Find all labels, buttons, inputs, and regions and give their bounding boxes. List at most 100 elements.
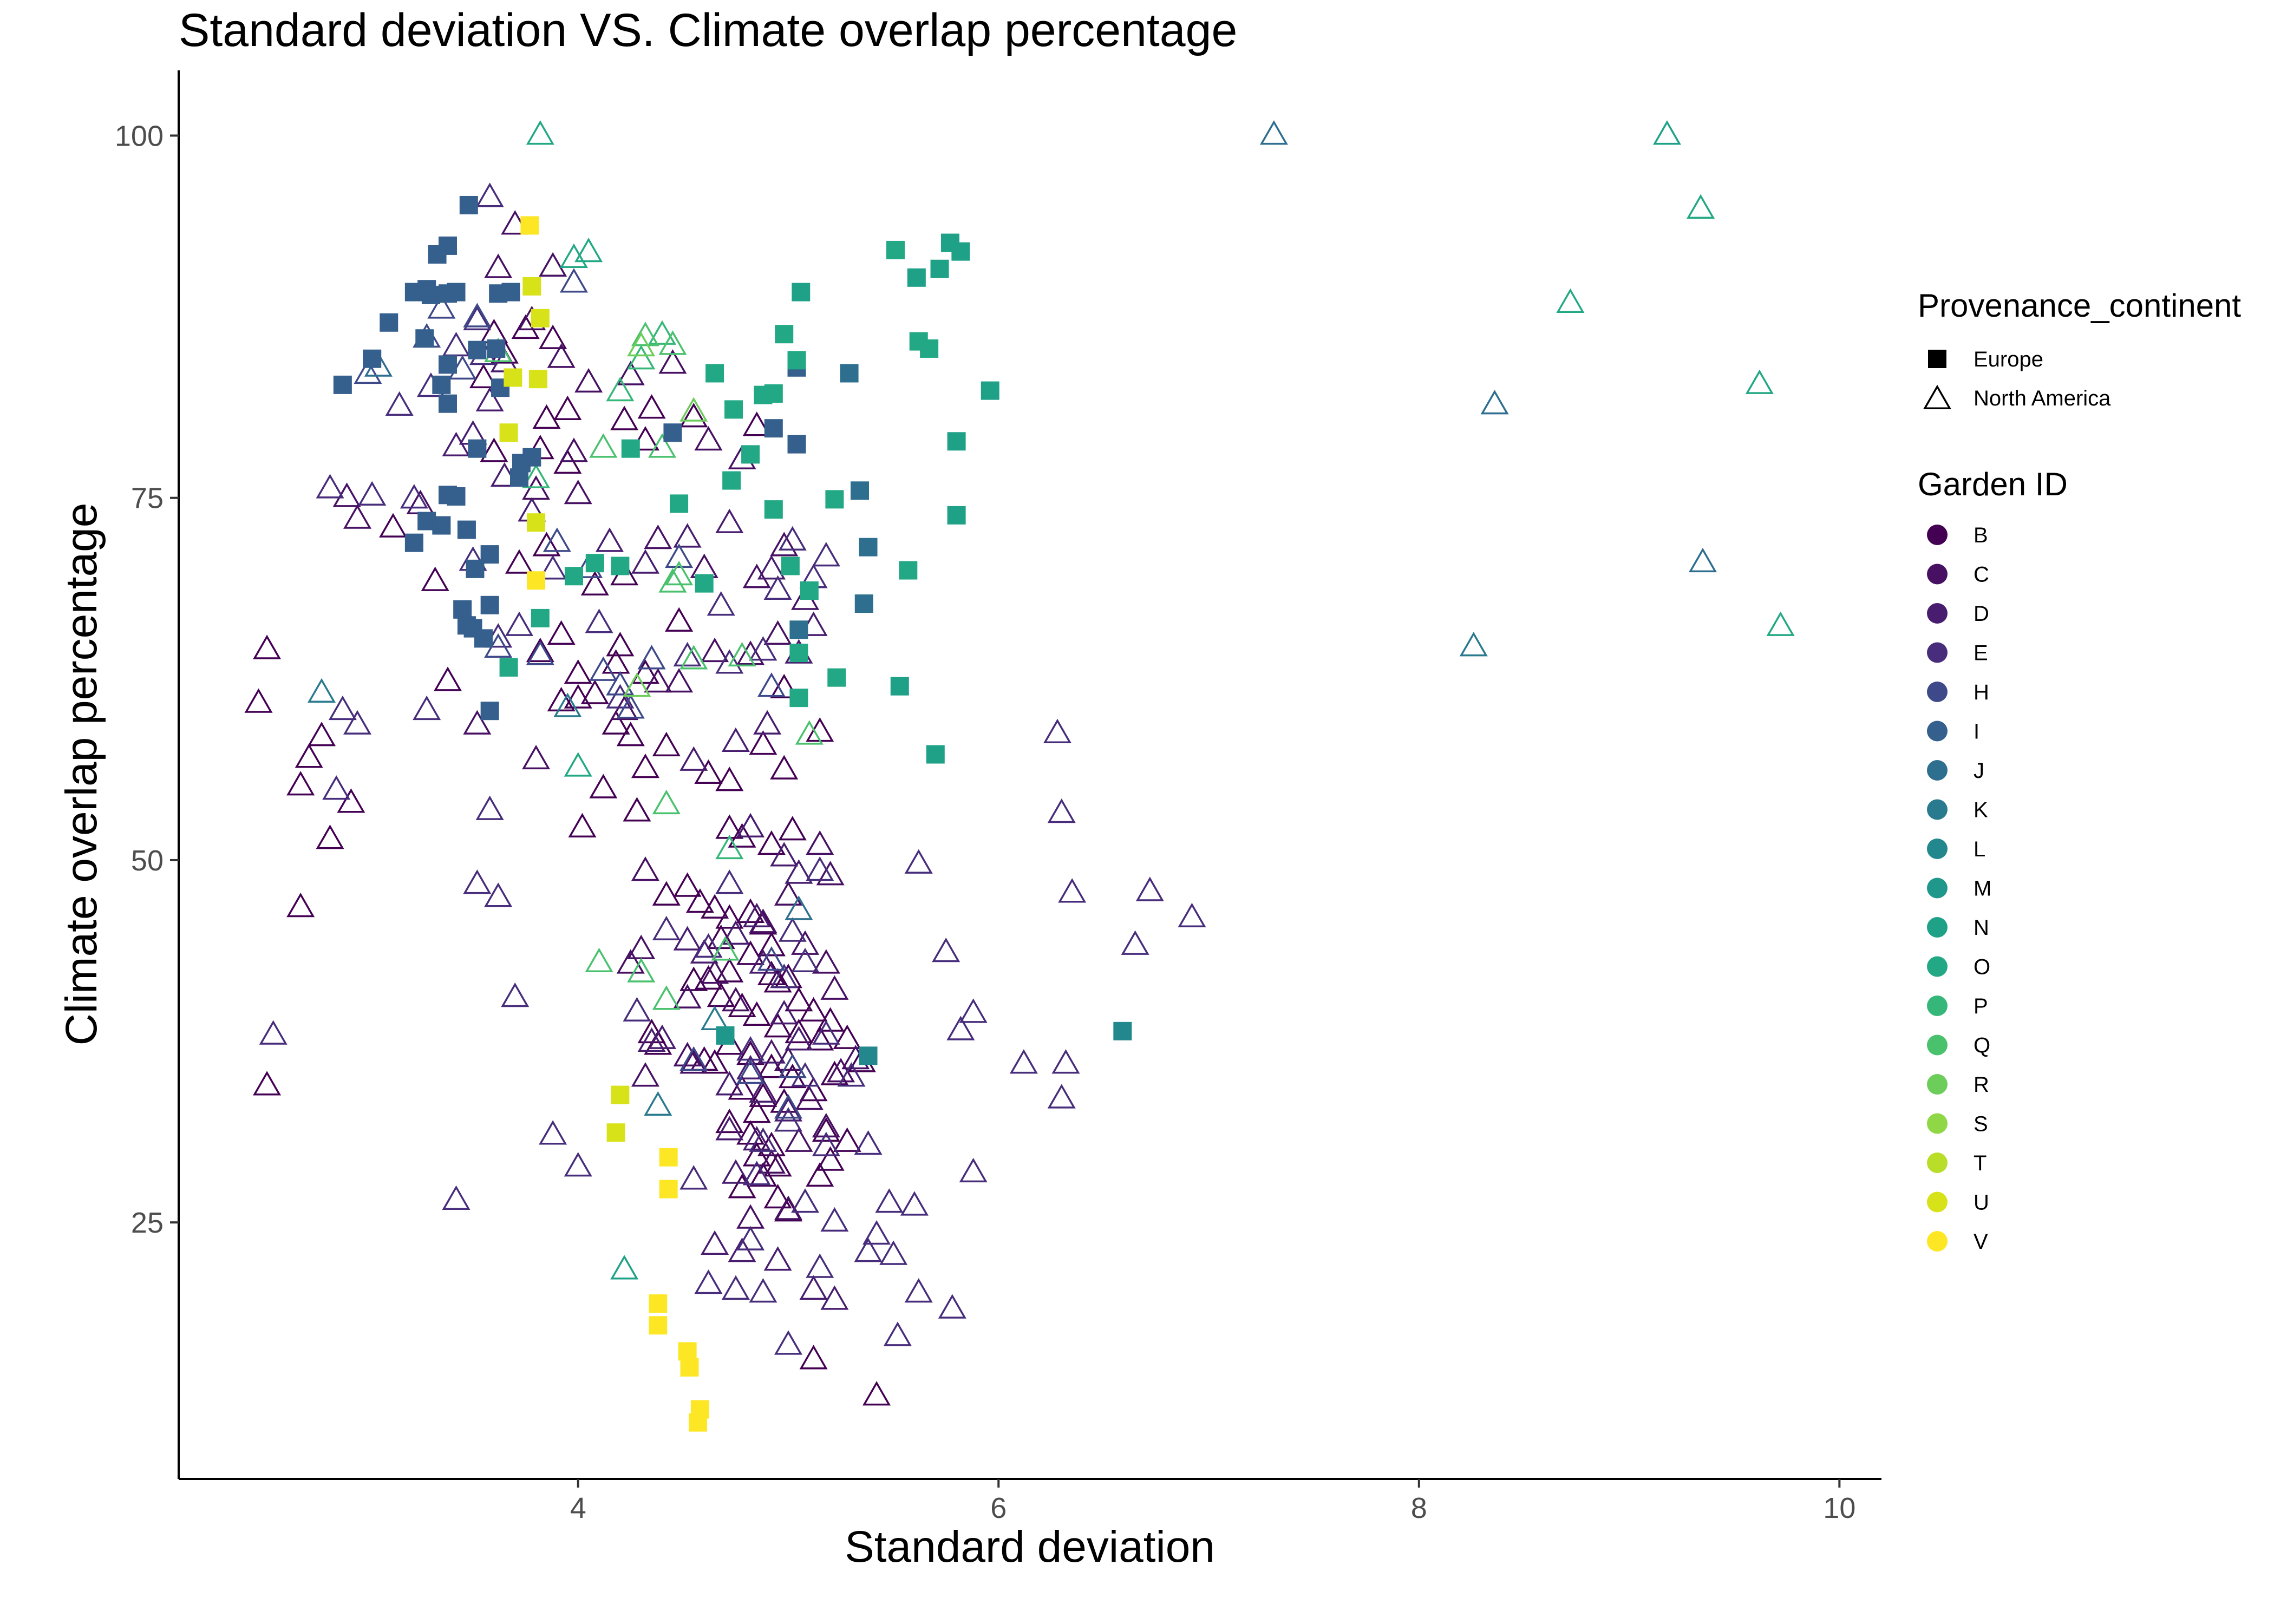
data-point-triangle — [742, 1125, 771, 1151]
data-point-square — [606, 1123, 625, 1142]
data-point-triangle — [589, 774, 618, 798]
data-point-triangle — [791, 947, 820, 972]
data-point-triangle — [904, 1278, 933, 1303]
data-point-triangle — [522, 744, 551, 770]
data-point-square — [663, 423, 682, 442]
series-O-europe — [499, 240, 939, 708]
data-point-triangle — [433, 666, 462, 691]
data-point-square — [789, 620, 808, 639]
data-point-triangle — [749, 1078, 777, 1103]
data-point-triangle — [623, 997, 651, 1021]
data-point-triangle — [820, 975, 849, 1000]
series-U-europe — [499, 277, 630, 1142]
data-point-square — [531, 608, 550, 627]
data-point-triangle — [837, 1062, 866, 1087]
data-point-square — [447, 487, 466, 506]
data-point-square — [649, 1316, 668, 1335]
data-point-triangle — [316, 474, 344, 499]
data-point-triangle — [833, 1024, 861, 1049]
data-point-triangle — [673, 1042, 702, 1066]
series-L-europe — [859, 1021, 1132, 1065]
data-point-triangle — [806, 1026, 834, 1051]
data-point-triangle — [328, 695, 357, 721]
legend-label: D — [1974, 602, 1989, 626]
data-point-square — [432, 516, 451, 535]
data-point-triangle — [749, 908, 777, 933]
data-point-triangle — [665, 543, 694, 568]
data-point-triangle — [721, 986, 750, 1012]
data-point-triangle — [585, 947, 613, 972]
data-point-triangle — [816, 861, 845, 886]
data-point-square — [886, 240, 905, 259]
legend-key-circle — [1927, 642, 1948, 663]
data-point-triangle — [644, 525, 672, 549]
legend-key-circle — [1927, 1034, 1948, 1056]
data-point-square — [1113, 1021, 1132, 1040]
series-K-north-america — [307, 632, 1488, 1116]
data-point-triangle — [1259, 120, 1288, 145]
data-point-triangle — [475, 182, 504, 207]
data-point-triangle — [763, 1246, 792, 1271]
series-J-europe — [789, 364, 878, 639]
data-point-triangle — [1051, 1049, 1080, 1074]
data-point-triangle — [286, 892, 315, 918]
data-point-triangle — [701, 1005, 729, 1031]
data-point-triangle — [932, 937, 960, 962]
data-point-triangle — [778, 526, 807, 551]
data-point-triangle — [778, 917, 807, 942]
data-point-triangle — [559, 268, 588, 293]
data-point-triangle — [763, 1184, 792, 1209]
legend-label: E — [1974, 641, 1988, 665]
data-point-triangle — [637, 1027, 666, 1052]
data-point-triangle — [652, 789, 681, 815]
data-point-triangle — [806, 717, 834, 742]
data-point-square — [789, 644, 808, 663]
data-point-triangle — [543, 527, 571, 552]
data-point-triangle — [701, 1230, 729, 1255]
data-point-square — [930, 259, 949, 278]
data-point-square — [585, 554, 604, 573]
series-C-north-america — [332, 210, 870, 1229]
data-point-square — [825, 490, 844, 509]
data-point-triangle — [728, 641, 756, 667]
legend-key-triangle — [1923, 384, 1952, 409]
data-point-triangle — [862, 1381, 891, 1406]
data-point-square — [722, 471, 741, 490]
data-point-triangle — [736, 1040, 765, 1065]
data-point-triangle — [354, 359, 382, 384]
plot-area — [178, 70, 1881, 1480]
data-point-triangle — [774, 881, 803, 906]
data-point-triangle — [307, 722, 336, 746]
y-tick-label: 25 — [131, 1207, 164, 1239]
data-point-triangle — [595, 527, 624, 552]
data-point-square — [499, 423, 518, 442]
data-point-triangle — [574, 237, 603, 263]
data-point-triangle — [547, 686, 576, 712]
data-point-square — [787, 435, 806, 454]
data-point-triangle — [900, 1191, 929, 1216]
data-point-triangle — [589, 433, 618, 458]
data-point-triangle — [623, 672, 651, 697]
y-ticks: 25 50 75 100 — [115, 120, 179, 1239]
legend-label: V — [1974, 1230, 1988, 1254]
legend-label: J — [1974, 759, 1984, 783]
legend-key-circle — [1927, 1231, 1948, 1252]
data-point-triangle — [253, 1071, 282, 1096]
data-point-triangle — [736, 940, 765, 965]
data-point-triangle — [694, 1269, 723, 1294]
data-point-triangle — [673, 984, 702, 1009]
data-point-triangle — [763, 1013, 792, 1038]
data-point-triangle — [673, 523, 702, 548]
x-tick-label: 10 — [1823, 1492, 1855, 1524]
data-point-triangle — [475, 795, 504, 820]
data-point-triangle — [385, 391, 414, 416]
data-point-square — [659, 1148, 678, 1167]
legend-label: H — [1974, 680, 1989, 704]
series-P-north-america — [522, 320, 744, 860]
data-point-triangle — [770, 842, 799, 867]
data-point-triangle — [812, 1131, 840, 1156]
data-point-triangle — [799, 997, 828, 1021]
data-point-triangle — [774, 1046, 803, 1071]
data-point-triangle — [757, 1039, 786, 1064]
data-point-triangle — [820, 1285, 849, 1310]
